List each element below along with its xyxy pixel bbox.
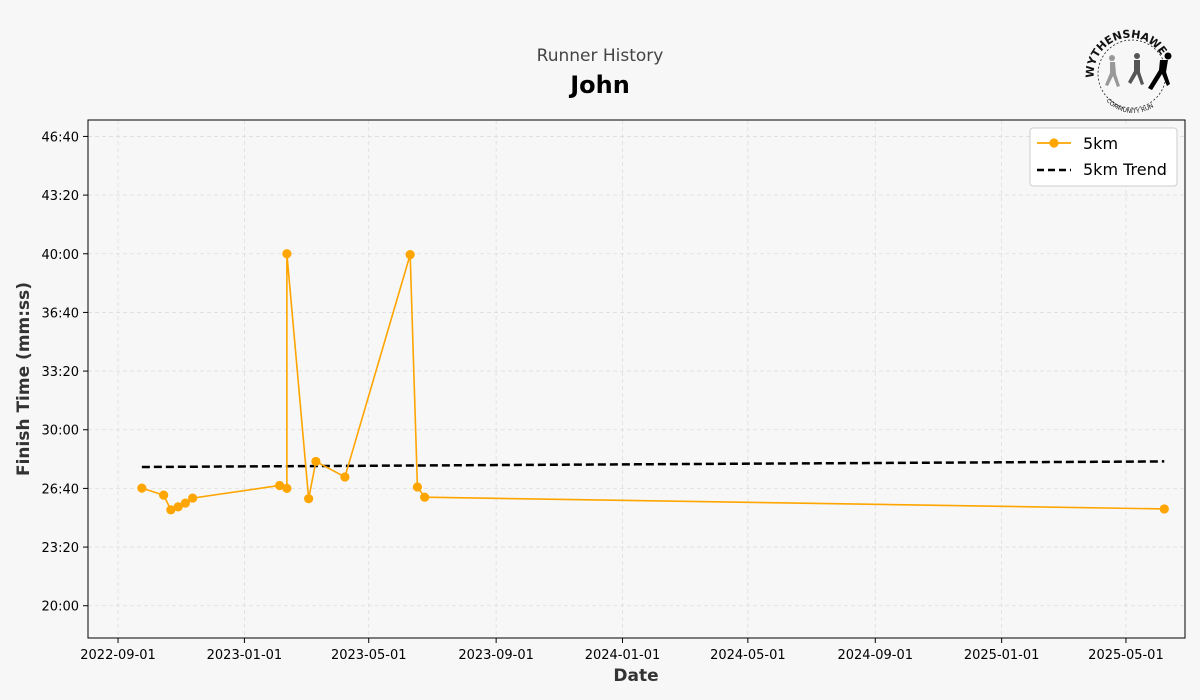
data-point-5km bbox=[159, 490, 169, 500]
data-point-5km bbox=[180, 498, 190, 508]
runner-dark-icon bbox=[1148, 52, 1172, 90]
series-5km-line bbox=[141, 253, 1165, 511]
x-tick-label: 2024-09-01 bbox=[837, 648, 913, 663]
runner-mid-icon bbox=[1128, 53, 1144, 85]
y-axis-label: Finish Time (mm:ss) bbox=[14, 282, 34, 476]
x-tick-label: 2024-05-01 bbox=[710, 648, 786, 663]
series bbox=[137, 249, 1169, 515]
data-point-5km bbox=[282, 483, 292, 494]
chart-title: John bbox=[570, 71, 630, 99]
y-tick-label: 20:00 bbox=[42, 600, 79, 615]
data-point-5km bbox=[311, 456, 321, 467]
legend-marker-5km bbox=[1049, 138, 1059, 148]
data-point-5km bbox=[412, 482, 423, 492]
data-point-5km bbox=[1159, 504, 1169, 514]
x-tick-label: 2023-05-01 bbox=[331, 648, 407, 663]
data-point-5km bbox=[166, 505, 176, 515]
data-point-5km bbox=[188, 493, 198, 503]
legend-label-5km: 5km bbox=[1083, 134, 1118, 153]
data-point-5km bbox=[340, 472, 350, 482]
x-axis-label: Date bbox=[613, 666, 658, 686]
y-tick-label: 36:40 bbox=[42, 306, 79, 321]
x-tick-label: 2023-01-01 bbox=[207, 648, 283, 663]
wythenshawe-logo: WYTHENSHAWE COMMUNITY RUN bbox=[1084, 28, 1172, 115]
data-point-5km bbox=[282, 249, 292, 259]
y-tick-label: 26:40 bbox=[42, 482, 79, 497]
x-tick-label: 2025-01-01 bbox=[964, 648, 1040, 663]
y-tick-label: 33:20 bbox=[42, 365, 79, 380]
y-tick-label: 23:20 bbox=[42, 541, 79, 556]
y-tick-label: 46:40 bbox=[42, 130, 79, 145]
chart-subtitle-text: Runner History bbox=[536, 46, 664, 66]
data-point-5km bbox=[304, 494, 314, 504]
legend-label-trend: 5km Trend bbox=[1083, 160, 1167, 179]
legend: 5km 5km Trend bbox=[1029, 127, 1178, 187]
data-point-5km bbox=[275, 480, 285, 491]
data-point-5km bbox=[420, 492, 430, 502]
grid bbox=[88, 120, 1185, 638]
data-point-5km bbox=[173, 502, 183, 512]
trend-line bbox=[141, 460, 1165, 469]
y-axis: 20:00 23:20 26:40 30:00 33:20 36:40 40:00 43:20… bbox=[42, 130, 88, 615]
y-tick-label: 40:00 bbox=[42, 248, 79, 263]
y-tick-label: 30:00 bbox=[42, 424, 79, 439]
x-axis: 2022-09-01 2023-01-01 2023-05-01 2023-09-01… bbox=[80, 638, 1164, 663]
runner-light-icon bbox=[1105, 55, 1120, 87]
x-tick-label: 2023-09-01 bbox=[458, 648, 534, 663]
data-point-5km bbox=[137, 483, 147, 493]
x-tick-label: 2025-05-01 bbox=[1088, 648, 1164, 663]
plot-area-frame bbox=[87, 119, 1186, 639]
y-tick-label: 43:20 bbox=[42, 189, 79, 204]
data-point-5km bbox=[405, 250, 415, 260]
chart-subtitle: Runner History bbox=[0, 46, 1200, 66]
x-tick-label: 2022-09-01 bbox=[80, 648, 156, 663]
x-tick-label: 2024-01-01 bbox=[585, 648, 661, 663]
